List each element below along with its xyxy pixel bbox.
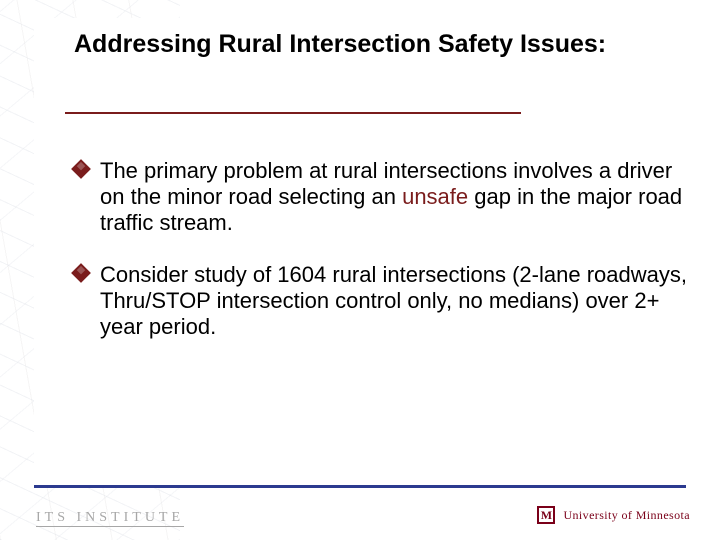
umn-block-m-icon: M	[537, 506, 555, 524]
slide-body: The primary problem at rural intersectio…	[74, 158, 690, 366]
diamond-bullet-icon	[71, 263, 91, 283]
bullet-text-em: unsafe	[402, 184, 468, 209]
bullet-item: The primary problem at rural intersectio…	[74, 158, 690, 236]
footer-right-logo: M University of Minnesota	[537, 506, 690, 524]
bullet-item: Consider study of 1604 rural intersectio…	[74, 262, 690, 340]
slide: Addressing Rural Intersection Safety Iss…	[0, 0, 720, 540]
title-underline	[65, 112, 521, 114]
umn-m-glyph: M	[541, 509, 552, 521]
diamond-bullet-icon	[71, 159, 91, 179]
bottom-rule	[34, 485, 686, 488]
bullet-text-pre: Consider study of 1604 rural intersectio…	[100, 262, 687, 339]
slide-title: Addressing Rural Intersection Safety Iss…	[74, 30, 674, 59]
umn-wordmark: University of Minnesota	[563, 508, 690, 523]
its-institute-text: ITS INSTITUTE	[36, 510, 184, 527]
footer-left-logo: ITS INSTITUTE	[36, 510, 184, 526]
